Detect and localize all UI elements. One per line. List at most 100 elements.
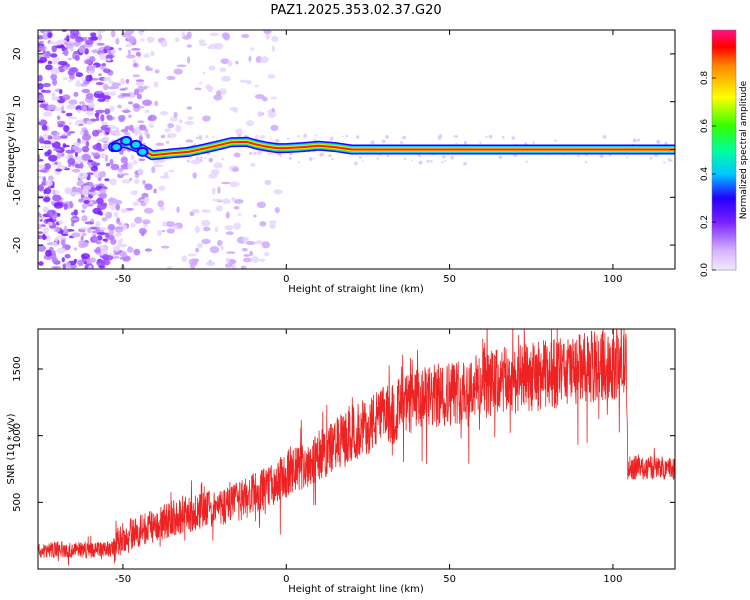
spectrogram-speckle <box>208 65 216 71</box>
spectrogram-speckle <box>86 172 94 176</box>
spectrogram-speckle <box>69 264 77 269</box>
colorbar-label: Normalized spectral amplitude <box>739 80 749 219</box>
spectrogram-speckle <box>267 74 276 79</box>
spectrogram-speckle <box>43 163 52 170</box>
spectrogram-speckle <box>187 116 194 120</box>
spectrogram-speckle <box>52 189 56 196</box>
spectrogram-speckle <box>81 88 91 94</box>
spectrogram-speckle <box>42 133 49 141</box>
spectrogram-speckle <box>72 42 82 46</box>
spectrogram-speckle <box>195 136 199 140</box>
snr-x-tick-label: -50 <box>115 574 131 585</box>
spectrogram-speckle <box>166 228 175 234</box>
snr-y-tick-label: 1000 <box>12 423 23 448</box>
spectrogram-speckle <box>138 132 143 137</box>
spectrogram-speckle <box>667 158 672 162</box>
spectrogram-speckle <box>51 96 60 101</box>
spectrogram-speckle <box>73 91 79 97</box>
spectrogram-speckle <box>411 159 413 162</box>
spectrogram-speckle <box>98 265 106 269</box>
spectrogram-speckle <box>110 49 116 54</box>
spectrogram-speckle <box>609 154 612 157</box>
spectrogram-x-tick-label: 100 <box>603 274 622 285</box>
spectrogram-speckle <box>233 199 244 204</box>
spectrogram-speckle <box>119 251 127 258</box>
spectrogram-speckle <box>132 74 140 78</box>
spectrogram-speckle <box>94 192 101 196</box>
colorbar-tick-label: 0.8 <box>700 71 710 86</box>
spectrogram-speckle <box>144 248 152 252</box>
spectrogram-speckle <box>83 261 88 265</box>
spectrogram-speckle <box>216 90 222 97</box>
spectrogram-speckle <box>61 233 69 236</box>
spectrogram-speckle <box>103 143 109 150</box>
spectrogram-speckle <box>53 148 61 152</box>
spectrogram-y-tick-label: -10 <box>12 189 23 205</box>
spectrogram-speckle <box>52 194 62 202</box>
spectrogram-speckle <box>45 179 53 187</box>
spectrogram-speckle <box>211 136 214 139</box>
spectrogram-speckle <box>65 149 75 154</box>
spectrogram-speckle <box>68 116 78 120</box>
spectrogram-speckle <box>41 124 48 131</box>
spectrogram-speckle <box>159 206 165 211</box>
spectrogram-speckle <box>220 181 231 185</box>
spectrogram-speckle <box>38 164 46 169</box>
spectrogram-speckle <box>79 227 89 230</box>
spectrogram-speckle <box>43 226 49 234</box>
spectrogram-speckle <box>95 116 100 122</box>
spectrogram-speckle <box>75 72 84 78</box>
spectrogram-speckle <box>159 111 169 116</box>
spectrogram-speckle <box>345 134 349 138</box>
spectrogram-speckle <box>119 238 124 242</box>
spectrogram-speckle <box>288 157 292 160</box>
spectrogram-speckle <box>86 204 94 207</box>
spectrogram-blob <box>120 135 133 146</box>
spectrogram-speckle <box>386 154 389 157</box>
spectrogram-speckle <box>42 82 51 88</box>
spectrogram-speckle <box>321 152 325 156</box>
spectrogram-speckle <box>232 263 236 269</box>
colorbar-ticks: 0.0 0.2 0.4 0.6 0.8 <box>700 71 716 277</box>
spectrogram-speckle <box>51 210 56 215</box>
spectrogram-speckle <box>637 138 641 142</box>
colorbar-tick-label: 0.2 <box>700 215 710 229</box>
spectrogram-speckle <box>56 247 66 254</box>
spectrogram-speckle <box>50 53 58 58</box>
spectrogram-speckle <box>86 120 93 125</box>
spectrogram-speckle <box>250 47 255 51</box>
spectrogram-speckle <box>271 36 279 42</box>
spectrogram-speckle <box>271 45 276 52</box>
spectrogram-speckle <box>241 247 248 252</box>
spectrogram-speckle <box>108 229 115 235</box>
spectrogram-speckle <box>38 119 42 123</box>
spectrogram-y-tick-label: -20 <box>12 237 23 253</box>
spectrogram-speckle <box>81 232 87 237</box>
spectrogram-speckle <box>256 201 266 208</box>
spectrogram-speckle <box>187 56 191 64</box>
spectrogram-speckle <box>221 198 231 204</box>
spectrogram-speckle <box>73 51 80 55</box>
spectrogram-speckle <box>118 117 125 123</box>
spectrogram-speckle <box>160 175 170 179</box>
spectrogram-speckle <box>217 186 221 194</box>
spectrogram-speckle <box>219 88 227 95</box>
spectrogram-speckle <box>104 154 109 162</box>
spectrogram-speckle <box>577 154 580 157</box>
spectrogram-speckle <box>50 67 60 75</box>
spectrogram-blob <box>130 139 142 150</box>
spectrogram-speckle <box>153 164 164 168</box>
spectrogram-speckle <box>66 261 71 269</box>
spectrogram-speckle <box>142 219 151 225</box>
spectrogram-speckle <box>254 94 265 100</box>
spectrogram-speckle <box>119 88 126 91</box>
spectrogram-speckle <box>488 134 493 139</box>
spectrogram-speckle <box>95 81 104 86</box>
spectrogram-speckle <box>57 39 67 44</box>
spectrogram-speckle <box>134 216 143 224</box>
spectrogram-speckle <box>464 141 467 145</box>
spectrogram-speckle <box>54 237 59 242</box>
spectrogram-speckle <box>38 244 46 252</box>
spectrogram-speckle <box>93 170 102 178</box>
spectrogram-speckle <box>128 124 134 132</box>
